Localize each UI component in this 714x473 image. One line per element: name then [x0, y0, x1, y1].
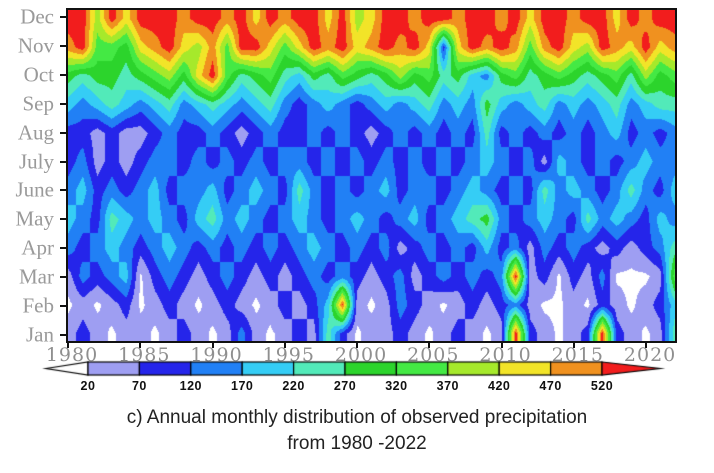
y-axis-label-oct: Oct [23, 62, 54, 87]
y-axis-label-dec: Dec [20, 4, 54, 29]
colorbar-label-20: 20 [80, 379, 96, 393]
y-axis-tick [60, 218, 68, 221]
y-axis-tick [60, 131, 68, 134]
figure-caption: c) Annual monthly distribution of observ… [0, 405, 714, 457]
y-axis-label-jan: Jan [26, 322, 54, 347]
y-axis-label-feb: Feb [22, 293, 55, 318]
colorbar-label-520: 520 [590, 379, 614, 393]
y-axis-tick [60, 333, 68, 336]
y-axis-tick [60, 305, 68, 307]
y-axis-label-june: June [15, 177, 55, 202]
colorbar-label-170: 170 [231, 379, 254, 393]
y-axis-tick [60, 44, 68, 47]
y-axis-label-sep: Sep [22, 91, 55, 116]
y-axis-tick [60, 160, 68, 163]
y-axis-tick [60, 247, 68, 250]
y-axis-tick [60, 189, 68, 192]
caption-line-1: c) Annual monthly distribution of observ… [126, 407, 588, 428]
colorbar-label-220: 220 [282, 379, 305, 393]
caption-line-2: from 1980 -2022 [287, 433, 427, 454]
x-axis-tick [283, 342, 286, 348]
contour-plot-canvas [66, 8, 677, 343]
y-axis-label-aug: Aug [17, 120, 54, 145]
x-axis-tick [572, 342, 575, 348]
y-axis-label-mar: Mar [19, 264, 54, 289]
colorbar-label-120: 120 [179, 379, 202, 393]
x-axis-tick [356, 342, 359, 348]
colorbar [0, 358, 714, 380]
x-axis-tick [500, 342, 503, 348]
x-axis-tick [211, 342, 214, 348]
x-axis-tick [67, 342, 69, 348]
colorbar-label-270: 270 [333, 379, 357, 393]
x-axis-tick [645, 342, 648, 348]
y-axis-label-may: May [15, 206, 55, 231]
colorbar-label-470: 470 [539, 379, 562, 393]
y-axis-tick [60, 73, 68, 76]
x-axis-tick [139, 342, 142, 348]
colorbar-label-70: 70 [131, 379, 147, 393]
colorbar-label-370: 370 [436, 379, 459, 393]
y-axis-label-july: July [18, 149, 54, 173]
y-axis-label-nov: Nov [17, 33, 54, 58]
y-axis-tick [60, 102, 68, 105]
y-axis-tick [60, 16, 68, 18]
y-axis-label-apr: Apr [21, 235, 54, 260]
y-axis-tick [60, 276, 68, 279]
x-axis-tick [428, 342, 431, 348]
colorbar-label-320: 320 [385, 379, 408, 393]
colorbar-label-420: 420 [488, 379, 511, 393]
